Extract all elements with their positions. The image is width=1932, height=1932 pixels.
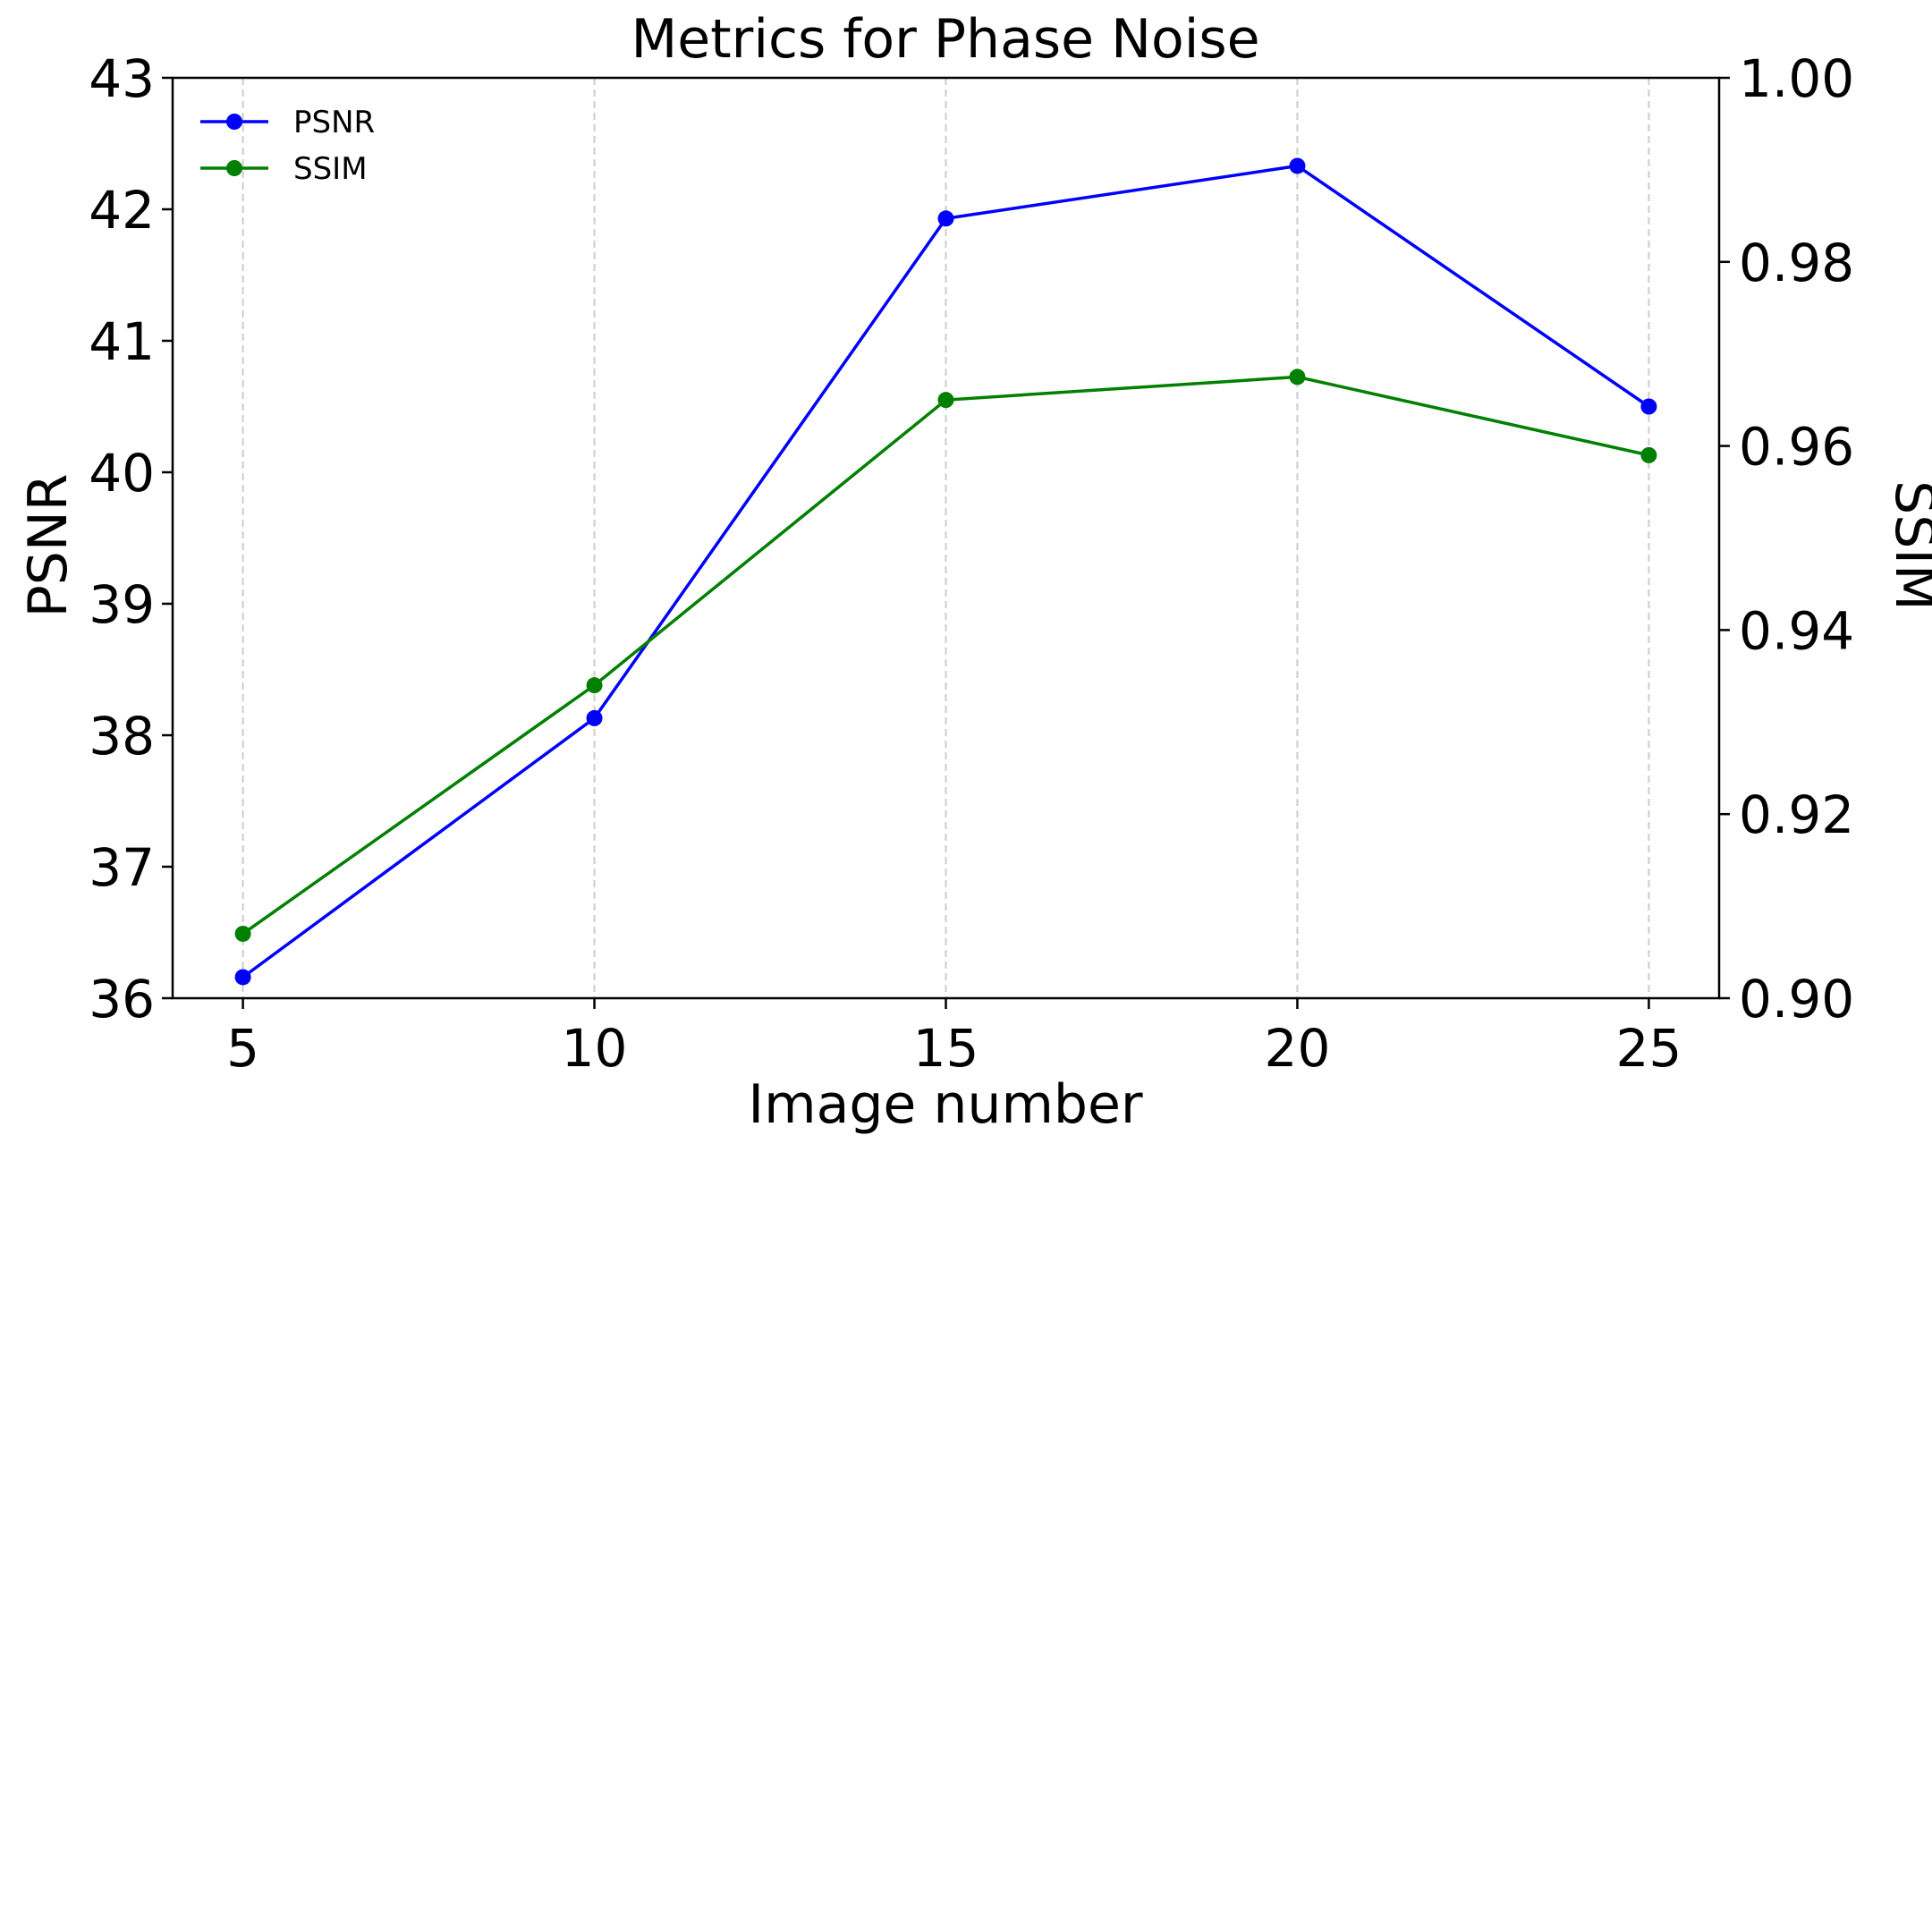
y-left-tick-label: 40	[89, 443, 155, 504]
legend-marker-ssim	[226, 160, 242, 176]
x-tick-label: 15	[913, 1018, 979, 1079]
x-tick-label: 20	[1265, 1018, 1331, 1079]
legend-label-ssim: SSIM	[293, 151, 368, 187]
grid-lines	[242, 78, 1650, 998]
y-axis-label-right: SSIM	[1883, 480, 1932, 611]
legend: PSNR SSIM	[200, 105, 375, 187]
y-right-tick-label: 0.98	[1739, 233, 1854, 293]
y-left-tick-label: 41	[89, 311, 155, 372]
y-left-tick-label: 38	[89, 706, 155, 767]
data-point-ssim	[1289, 369, 1306, 386]
x-tick-label: 25	[1616, 1018, 1682, 1079]
y-left-tick-label: 37	[89, 837, 155, 898]
legend-label-psnr: PSNR	[293, 105, 375, 140]
data-point-psnr	[1640, 398, 1657, 415]
chart-title: Metrics for Phase Noise	[631, 8, 1259, 71]
y-left-tick-label: 42	[89, 180, 155, 241]
y-right-tick-label: 1.00	[1739, 48, 1854, 109]
series-layer	[234, 157, 1657, 986]
legend-marker-psnr	[226, 114, 242, 130]
y-right-tick-label: 0.94	[1739, 600, 1854, 661]
y-left-tick-label: 39	[89, 574, 155, 635]
data-point-psnr	[1289, 157, 1306, 174]
y-axis-label-left: PSNR	[17, 474, 80, 618]
data-point-psnr	[937, 210, 954, 227]
data-point-psnr	[586, 709, 603, 726]
y-right-tick-label: 0.96	[1739, 417, 1854, 478]
data-point-ssim	[1640, 446, 1657, 463]
x-tick-label: 10	[562, 1018, 628, 1079]
y-right-tick-label: 0.90	[1739, 969, 1854, 1030]
data-point-psnr	[234, 969, 251, 986]
y-right-tick-label: 0.92	[1739, 784, 1854, 845]
y-left-tick-label: 43	[89, 48, 155, 109]
x-axis-label: Image number	[748, 1073, 1142, 1136]
data-point-ssim	[586, 677, 603, 694]
x-tick-label: 5	[226, 1018, 259, 1079]
y-left-tick-label: 36	[89, 969, 155, 1030]
tick-layer: 5 10 15 20 25 36 37 38 39 40 41 42 43 0.90 0.92 0.94 0.9…	[89, 48, 1854, 1079]
data-point-ssim	[937, 392, 954, 409]
data-point-ssim	[234, 925, 251, 942]
